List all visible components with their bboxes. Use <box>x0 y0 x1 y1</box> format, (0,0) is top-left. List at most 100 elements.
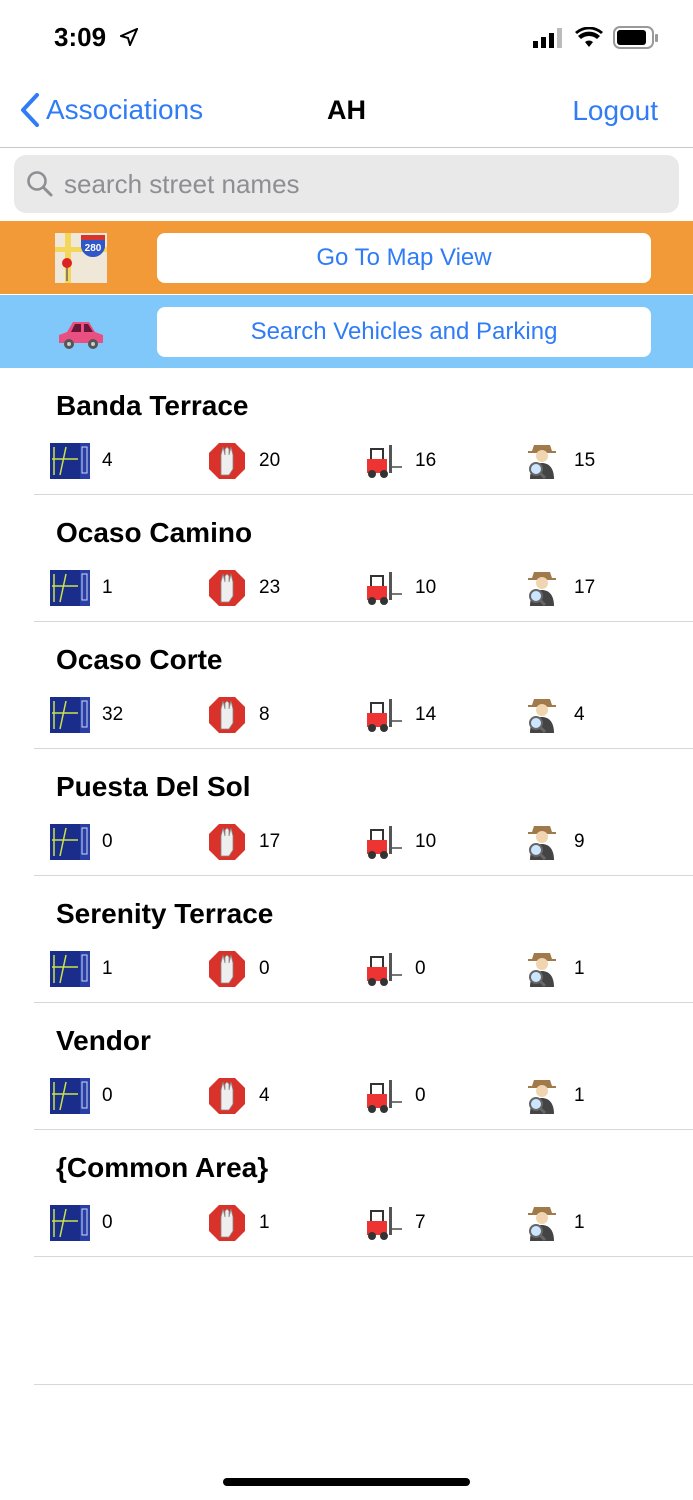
status-bar: 3:09 <box>0 0 693 75</box>
stat-count: 0 <box>415 1085 426 1106</box>
cellular-signal-icon <box>533 28 562 48</box>
street-row[interactable]: {Common Area} 0 1 7 1 <box>34 1130 693 1257</box>
forklift-icon <box>367 1080 402 1113</box>
stop-hand-icon <box>209 1078 245 1114</box>
stat-inspector: 1 <box>522 1076 585 1116</box>
street-row[interactable]: Vendor 0 4 0 1 <box>34 1003 693 1130</box>
stat-count: 9 <box>574 831 585 852</box>
stat-stop-hand: 4 <box>207 1076 270 1116</box>
stat-forklift: 7 <box>363 1203 426 1243</box>
wifi-icon <box>575 27 603 47</box>
forklift-icon <box>367 445 402 478</box>
stat-stop-hand: 1 <box>207 1203 270 1243</box>
stat-stop-hand: 0 <box>207 949 270 989</box>
stat-plan: 1 <box>50 568 113 608</box>
street-row[interactable]: Puesta Del Sol 0 17 10 9 <box>34 749 693 876</box>
location-arrow-icon <box>120 28 138 46</box>
forklift-icon <box>367 1207 402 1240</box>
navigation-bar: Associations AH Logout <box>0 75 693 148</box>
street-name: Serenity Terrace <box>56 898 274 929</box>
stat-forklift: 16 <box>363 441 436 481</box>
stat-count: 16 <box>415 450 437 471</box>
stat-count: 4 <box>259 1085 270 1106</box>
plan-icon <box>50 1205 90 1241</box>
stat-count: 1 <box>102 577 113 598</box>
street-row[interactable]: Banda Terrace 4 20 16 15 <box>34 368 693 495</box>
page-title: AH <box>327 95 366 125</box>
search-bar[interactable] <box>14 155 679 213</box>
back-label: Associations <box>46 94 204 125</box>
street-row[interactable]: Ocaso Corte 32 8 14 4 <box>34 622 693 749</box>
stat-count: 17 <box>574 577 596 598</box>
search-input[interactable] <box>64 168 644 200</box>
stat-inspector: 9 <box>522 822 585 862</box>
stat-count: 8 <box>259 704 270 725</box>
stat-inspector: 1 <box>522 1203 585 1243</box>
street-row[interactable]: Ocaso Camino 1 23 10 17 <box>34 495 693 622</box>
stat-inspector: 17 <box>522 568 595 608</box>
stat-plan: 0 <box>50 822 113 862</box>
stat-count: 20 <box>259 450 281 471</box>
street-name: {Common Area} <box>56 1152 269 1183</box>
street-name: Vendor <box>56 1025 151 1056</box>
stop-hand-icon <box>209 824 245 860</box>
plan-icon <box>50 824 90 860</box>
logout-button[interactable]: Logout <box>572 95 658 126</box>
street-name: Ocaso Camino <box>56 517 253 548</box>
inspector-icon <box>528 953 556 988</box>
stop-hand-icon <box>209 570 245 606</box>
stat-count: 4 <box>574 704 585 725</box>
street-name: Puesta Del Sol <box>56 771 251 802</box>
search-vehicles-and-parking-button[interactable]: Search Vehicles and Parking <box>157 307 651 357</box>
stat-forklift: 10 <box>363 822 436 862</box>
stat-count: 10 <box>415 831 437 852</box>
stat-count: 17 <box>259 831 281 852</box>
stat-stop-hand: 8 <box>207 695 270 735</box>
stat-count: 1 <box>574 1212 585 1233</box>
empty-row <box>34 1258 693 1385</box>
battery-icon <box>613 26 658 49</box>
stat-count: 0 <box>259 958 270 979</box>
status-time: 3:09 <box>54 22 107 52</box>
stat-count: 0 <box>102 831 113 852</box>
inspector-icon <box>528 826 556 861</box>
stat-inspector: 15 <box>522 441 595 481</box>
chevron-left-icon <box>21 93 39 127</box>
stat-forklift: 14 <box>363 695 436 735</box>
home-indicator[interactable] <box>223 1478 470 1486</box>
street-row[interactable]: Serenity Terrace 1 0 0 1 <box>34 876 693 1003</box>
stat-count: 7 <box>415 1212 426 1233</box>
inspector-icon <box>528 1080 556 1115</box>
plan-icon <box>50 443 90 479</box>
vehicles-band: Search Vehicles and Parking <box>0 295 693 368</box>
stat-count: 0 <box>102 1212 113 1233</box>
stat-count: 14 <box>415 704 437 725</box>
forklift-icon <box>367 572 402 605</box>
stat-count: 0 <box>102 1085 113 1106</box>
stat-forklift: 0 <box>363 1076 426 1116</box>
stat-stop-hand: 20 <box>207 441 280 481</box>
stop-hand-icon <box>209 697 245 733</box>
stat-plan: 4 <box>50 441 113 481</box>
map-view-band: 280 Go To Map View <box>0 221 693 294</box>
go-to-map-view-button[interactable]: Go To Map View <box>157 233 651 283</box>
stat-count: 1 <box>259 1212 270 1233</box>
back-button[interactable]: Associations <box>20 93 203 127</box>
stat-count: 1 <box>102 958 113 979</box>
forklift-icon <box>367 826 402 859</box>
stat-count: 4 <box>102 450 113 471</box>
map-icon: 280 <box>55 233 107 283</box>
stat-plan: 0 <box>50 1076 113 1116</box>
street-name: Banda Terrace <box>56 390 249 421</box>
inspector-icon <box>528 699 556 734</box>
plan-icon <box>50 1078 90 1114</box>
stat-count: 15 <box>574 450 596 471</box>
plan-icon <box>50 951 90 987</box>
stat-count: 10 <box>415 577 437 598</box>
stat-inspector: 4 <box>522 695 585 735</box>
stat-plan: 1 <box>50 949 113 989</box>
plan-icon <box>50 697 90 733</box>
plan-icon <box>50 570 90 606</box>
forklift-icon <box>367 699 402 732</box>
street-name: Ocaso Corte <box>56 644 223 675</box>
